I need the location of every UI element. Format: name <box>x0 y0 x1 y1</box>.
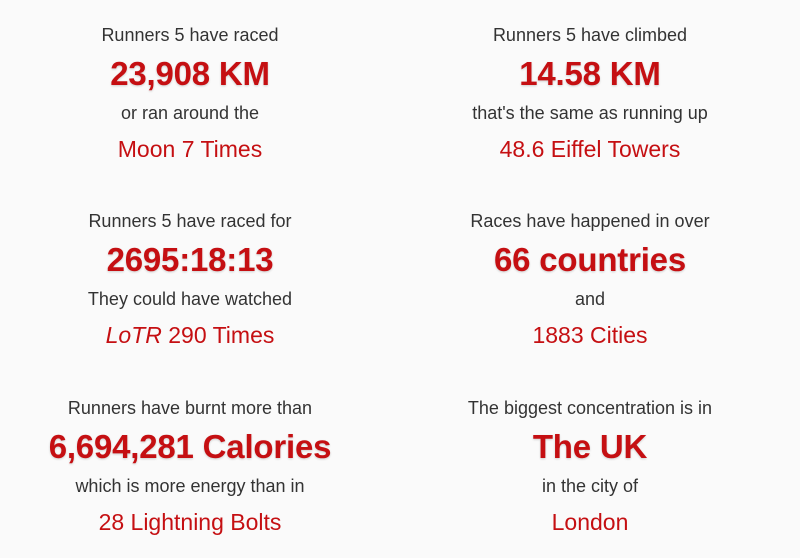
stat-concentration: The biggest concentration is in The UK i… <box>400 395 780 537</box>
stat-countries-comparison: 1883 Cities <box>532 322 648 348</box>
stat-concentration-comparison: London <box>551 509 629 535</box>
stat-calories-value: 6,694,281 Calories <box>48 428 332 465</box>
stat-distance-sub: or ran around the <box>120 103 260 123</box>
stat-time-lead: Runners 5 have raced for <box>88 211 292 231</box>
stat-climb-value: 14.58 KM <box>519 55 661 92</box>
stat-distance-comparison: Moon 7 Times <box>117 136 263 162</box>
stat-countries: Races have happened in over 66 countries… <box>400 208 780 350</box>
stat-concentration-value: The UK <box>532 428 648 465</box>
stat-distance: Runners 5 have raced 23,908 KM or ran ar… <box>0 22 380 164</box>
stat-time: Runners 5 have raced for 2695:18:13 They… <box>0 208 380 350</box>
stat-calories: Runners have burnt more than 6,694,281 C… <box>0 395 380 537</box>
stat-climb: Runners 5 have climbed 14.58 KM that's t… <box>400 22 780 164</box>
stat-time-comparison: LoTR 290 Times <box>0 320 380 350</box>
stat-climb-comparison: 48.6 Eiffel Towers <box>499 136 681 162</box>
stat-countries-sub: and <box>574 289 606 309</box>
stat-time-comparison-rest: 290 Times <box>161 322 275 348</box>
stat-calories-sub: which is more energy than in <box>75 476 305 496</box>
stat-calories-lead: Runners have burnt more than <box>67 398 313 418</box>
stat-distance-lead: Runners 5 have raced <box>101 25 279 45</box>
stat-countries-value: 66 countries <box>493 241 686 278</box>
stat-distance-value: 23,908 KM <box>110 55 270 92</box>
stat-time-value: 2695:18:13 <box>106 241 274 278</box>
stat-time-sub: They could have watched <box>87 289 293 309</box>
stat-time-comparison-title: LoTR <box>105 322 162 348</box>
stat-concentration-lead: The biggest concentration is in <box>467 398 713 418</box>
stat-calories-comparison: 28 Lightning Bolts <box>98 509 282 535</box>
stat-climb-lead: Runners 5 have climbed <box>492 25 688 45</box>
stat-concentration-sub: in the city of <box>541 476 639 496</box>
stat-climb-sub: that's the same as running up <box>472 103 708 123</box>
stat-countries-lead: Races have happened in over <box>470 211 710 231</box>
